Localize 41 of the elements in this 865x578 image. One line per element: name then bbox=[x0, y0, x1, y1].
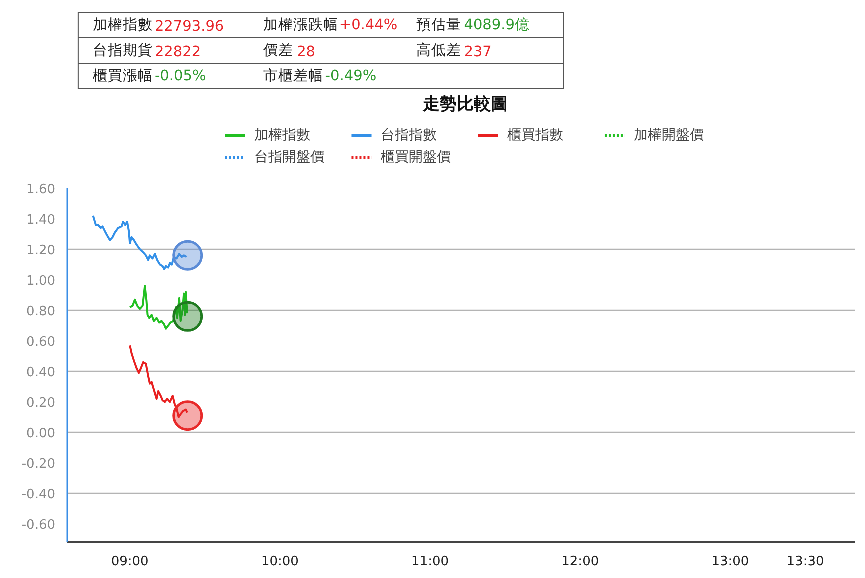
x-tick-label: 11:00 bbox=[412, 554, 450, 570]
text: -0.05% bbox=[154, 68, 206, 84]
x-tick-label: 12:00 bbox=[562, 554, 600, 570]
y-tick-label: -0.40 bbox=[22, 488, 56, 503]
y-tick-label: 1.00 bbox=[26, 274, 56, 290]
text: 28 bbox=[297, 44, 316, 60]
x-tick-label: 10:00 bbox=[261, 554, 299, 570]
y-tick-label: 1.60 bbox=[26, 182, 56, 198]
text: 台指期貨 bbox=[93, 42, 154, 59]
text: 237 bbox=[464, 44, 492, 60]
y-tick-label: 1.20 bbox=[26, 244, 56, 259]
text: +0.44% bbox=[339, 17, 398, 34]
y-tick-label: 0.40 bbox=[26, 366, 56, 381]
text: 櫃買漲幅 bbox=[93, 67, 154, 84]
text: 4089.9億 bbox=[464, 16, 530, 34]
x-tick-label: 13:30 bbox=[786, 554, 824, 570]
text: 市櫃差幅 bbox=[263, 67, 324, 84]
x-tick-label: 09:00 bbox=[111, 554, 149, 570]
y-tick-label: 0.20 bbox=[26, 396, 56, 412]
x-tick-label: 13:00 bbox=[712, 554, 750, 570]
y-tick-label: 1.40 bbox=[26, 213, 56, 228]
legend-label: 櫃買開盤價 bbox=[380, 150, 451, 166]
text: 22822 bbox=[154, 44, 202, 60]
legend-label: 台指指數 bbox=[380, 128, 437, 144]
y-tick-label: -0.60 bbox=[22, 518, 56, 534]
y-tick-label: 0.60 bbox=[26, 335, 56, 350]
text: 加權漲跌幅 bbox=[263, 16, 338, 34]
text: 22793.96 bbox=[154, 18, 224, 35]
chart-title: 走勢比較圖 bbox=[422, 94, 508, 114]
legend-label: 櫃買指數 bbox=[508, 128, 564, 144]
y-tick-label: 0.80 bbox=[26, 304, 56, 320]
legend-label: 加權指數 bbox=[254, 128, 310, 144]
y-tick-label: 0.00 bbox=[26, 426, 56, 442]
legend-label: 台指開盤價 bbox=[254, 150, 324, 166]
y-tick-label: -0.20 bbox=[22, 457, 56, 472]
text: 預估量 bbox=[416, 17, 462, 34]
text: 高低差 bbox=[416, 42, 462, 59]
text: 價差 bbox=[263, 42, 294, 59]
text: -0.49% bbox=[325, 68, 377, 84]
legend-label: 加權開盤價 bbox=[634, 128, 704, 144]
text: 加權指數 bbox=[93, 16, 154, 34]
